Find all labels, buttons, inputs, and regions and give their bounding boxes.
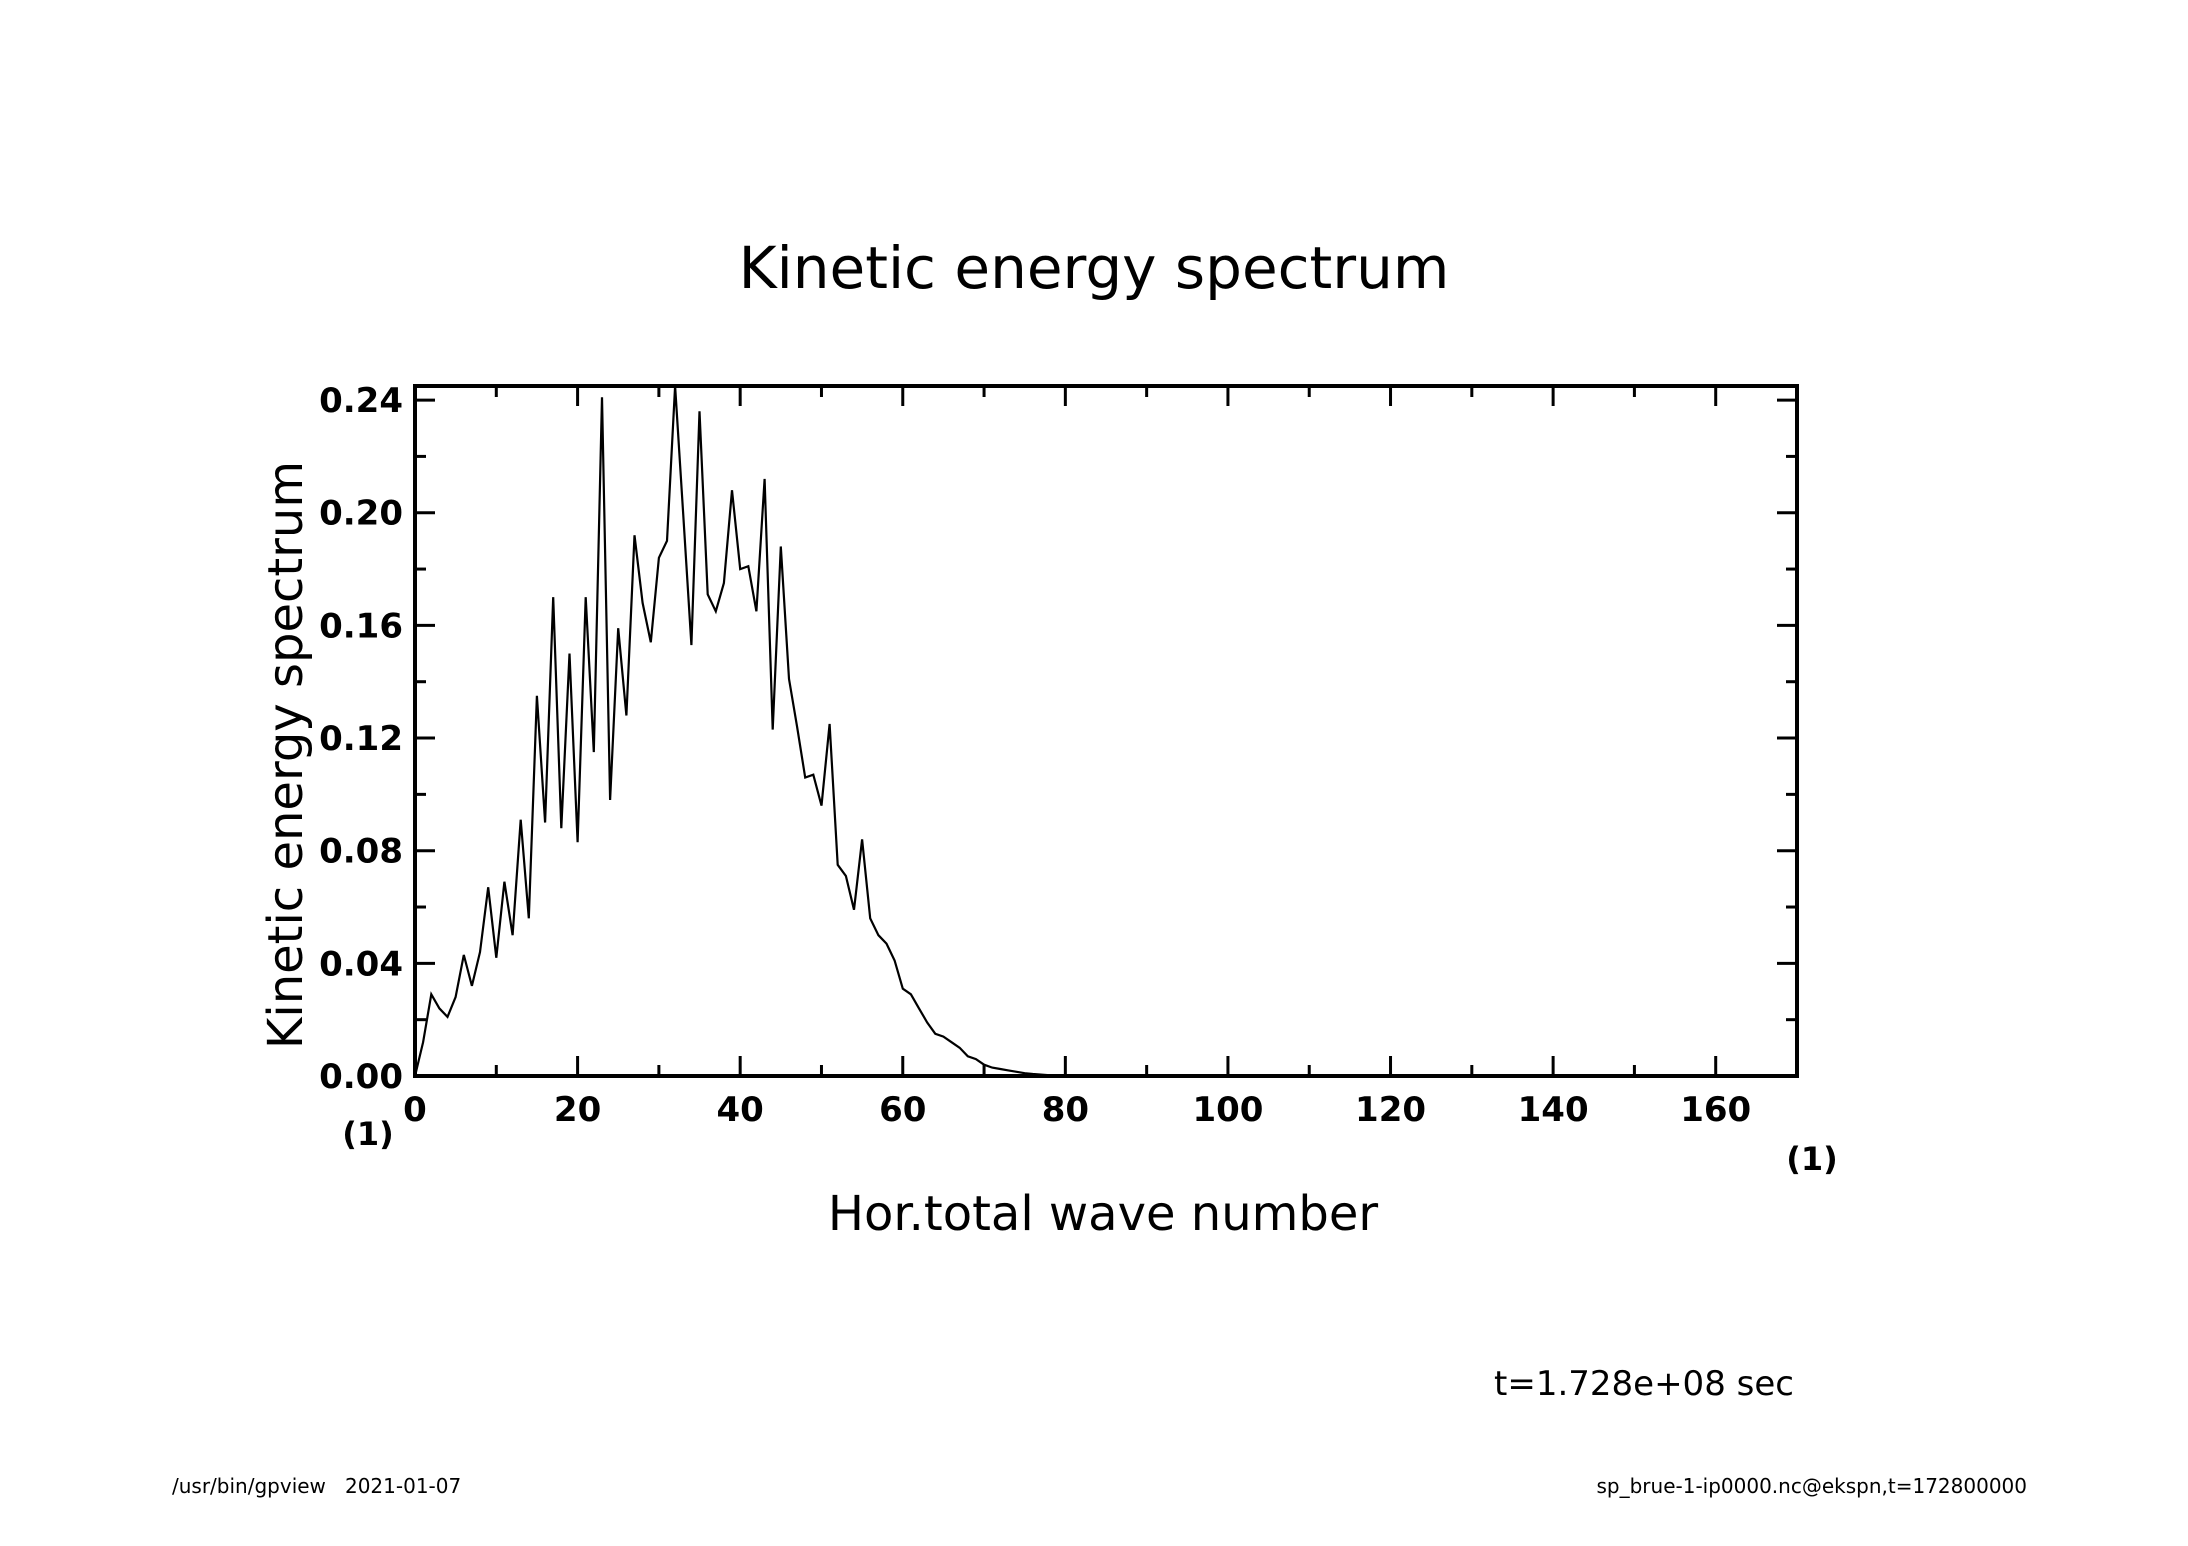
x-tick-label: 60 (879, 1090, 926, 1130)
footer-right: sp_brue-1-ip0000.nc@ekspn,t=172800000 (1596, 1474, 2027, 1498)
time-annotation: t=1.728e+08 sec (1494, 1364, 1794, 1404)
y-tick-label: 0.16 (319, 606, 403, 646)
x-axis-ticks (413, 386, 1799, 1076)
y-tick-label: 0.12 (319, 719, 403, 759)
y-axis-ticks (415, 398, 1797, 1078)
x-axis-tick-labels: 0 20 40 60 80 100 120 140 160 (403, 1090, 1751, 1130)
x-tick-label: 120 (1355, 1090, 1426, 1130)
y-tick-label: 0.24 (319, 381, 403, 421)
spectrum-line (413, 385, 1066, 1078)
x-tick-label: 160 (1680, 1090, 1751, 1130)
y-tick-label: 0.08 (319, 832, 403, 872)
footer-left: /usr/bin/gpview 2021-01-07 (172, 1474, 461, 1498)
x-axis-unit: (1) (1786, 1140, 1838, 1178)
y-tick-label: 0.20 (319, 494, 403, 534)
y-axis-tick-labels: 0.00 0.04 0.08 0.12 0.16 0.20 0.24 (319, 381, 403, 1097)
x-tick-label: 0 (403, 1090, 427, 1130)
x-tick-label: 140 (1518, 1090, 1589, 1130)
x-axis-title: Hor.total wave number (828, 1186, 1379, 1242)
y-tick-label: 0.04 (319, 944, 403, 984)
x-tick-label: 40 (717, 1090, 764, 1130)
x-tick-label: 80 (1042, 1090, 1089, 1130)
plot-frame (413, 384, 1799, 1078)
x-tick-label: 100 (1192, 1090, 1263, 1130)
y-tick-label: 0.00 (319, 1057, 403, 1097)
y-axis-unit: (1) (342, 1115, 394, 1153)
chart-title: Kinetic energy spectrum (739, 234, 1450, 302)
y-axis-title: Kinetic energy spectrum (258, 461, 314, 1049)
x-tick-label: 20 (554, 1090, 601, 1130)
